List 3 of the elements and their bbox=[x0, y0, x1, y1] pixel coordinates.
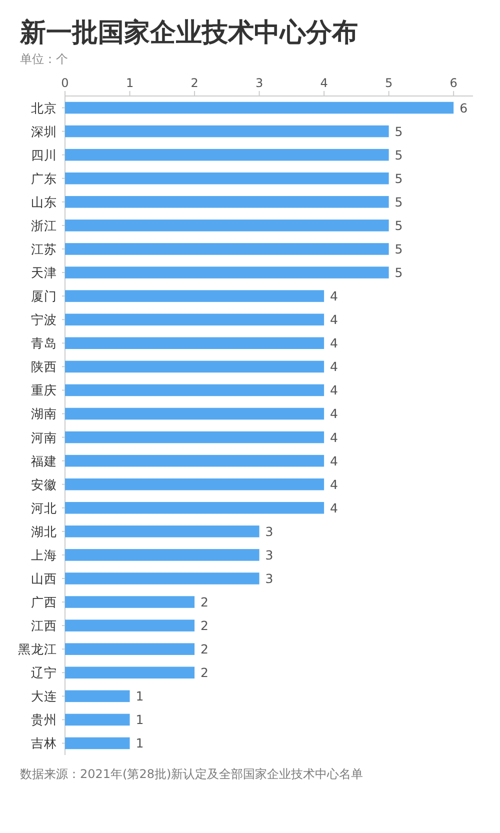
title: 新一批国家企业技术中心分布 bbox=[20, 18, 358, 48]
subtitle: 单位：个 bbox=[20, 52, 68, 66]
annotation: 数据来源：2021年(第28批)新认定及全部国家企业技术中心名单 bbox=[20, 767, 364, 781]
